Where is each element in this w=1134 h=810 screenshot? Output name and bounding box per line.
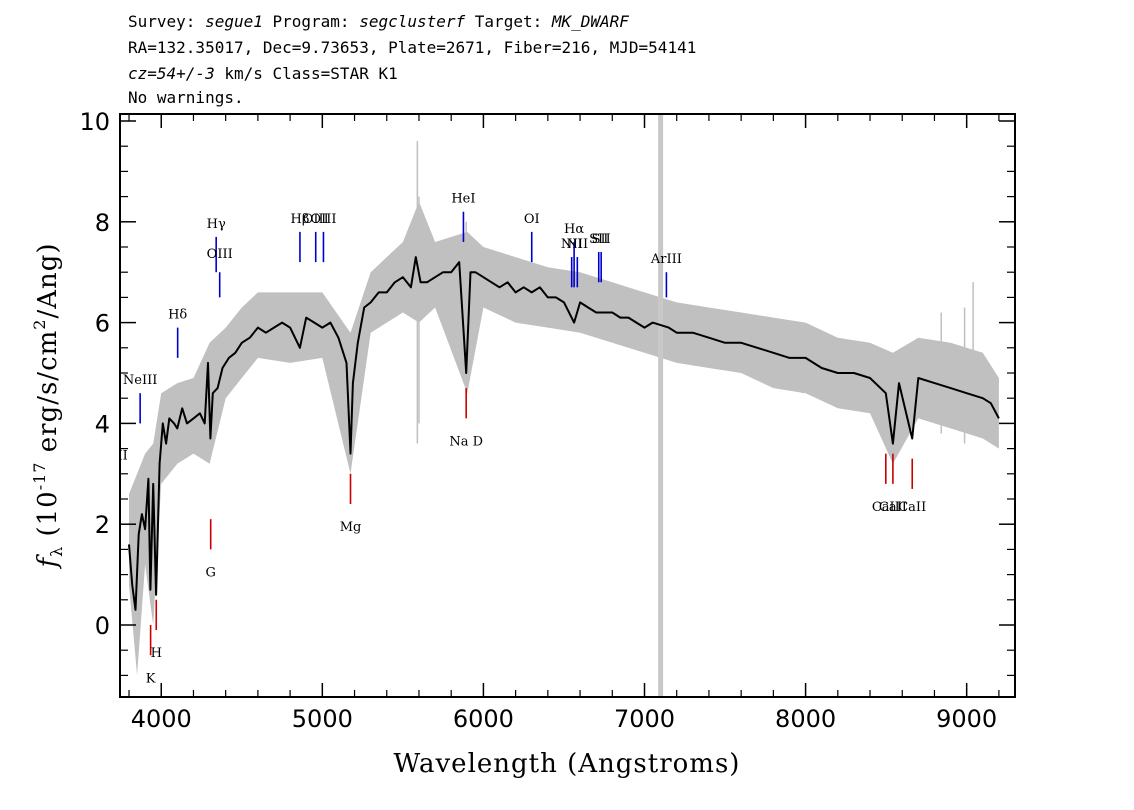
y-tick-label: 10: [79, 108, 110, 136]
emission-line-label: OIII: [207, 247, 233, 262]
x-tick-label: 9000: [936, 705, 997, 733]
emission-line-label: OIII: [303, 212, 329, 227]
emission-line-label: SII: [592, 232, 611, 247]
x-tick-label: 6000: [453, 705, 514, 733]
absorption-line-label: K: [146, 671, 156, 686]
emission-line-label: NeIII: [123, 373, 157, 388]
emission-line-label: OII: [107, 449, 128, 464]
absorption-line-label: G: [205, 566, 215, 581]
absorption-line-label: CaII: [872, 500, 900, 515]
header-line-2: RA=132.35017, Dec=9.73653, Plate=2671, F…: [128, 38, 696, 57]
plot-frame: [119, 113, 1016, 698]
y-tick-label: 6: [95, 310, 110, 338]
emission-line-label: OI: [524, 212, 540, 227]
y-tick-label: 8: [95, 209, 110, 237]
x-tick-label: 5000: [292, 705, 353, 733]
emission-line-label: SII: [589, 232, 608, 247]
emission-line-label: Hβ: [291, 212, 310, 227]
header-line-4: No warnings.: [128, 88, 244, 107]
spectrum-series: [128, 256, 1000, 611]
absorption-line-label: H: [151, 646, 162, 661]
emission-line-label: NII: [561, 237, 583, 252]
y-tick-label: 4: [95, 410, 110, 438]
emission-line-label: NII: [566, 237, 588, 252]
y-axis-title: fλ (10-17 erg/s/cm2/Ang): [30, 242, 66, 569]
header: Survey: segue1 Program: segclusterf Targ…: [128, 12, 696, 107]
error-band: [129, 141, 999, 676]
emission-line-label: OIII: [310, 212, 336, 227]
y-tick-label: 2: [95, 511, 110, 539]
axes: 4000 5000 6000 7000 8000 9000 0 2 4 6 8 10: [79, 108, 1016, 733]
emission-line-label: Hδ: [168, 308, 187, 323]
emission-line-label: HeI: [451, 192, 475, 207]
y-tick-label: 0: [95, 612, 110, 640]
absorption-line-label: Na D: [449, 434, 483, 449]
x-tick-label: 4000: [131, 705, 192, 733]
x-axis-title: Wavelength (Angstroms): [394, 749, 741, 779]
spectrum-line: [128, 256, 1000, 611]
x-tick-label: 7000: [614, 705, 675, 733]
emission-line-label: ArIII: [650, 252, 682, 267]
error-band-area: [129, 201, 999, 676]
emission-line-label: Hγ: [207, 217, 226, 232]
absorption-line-label: Mg: [340, 520, 362, 535]
absorption-line-label: CaII: [879, 500, 907, 515]
header-line-1: Survey: segue1 Program: segclusterf Targ…: [128, 12, 629, 31]
x-tick-label: 8000: [775, 705, 836, 733]
emission-line-label: Hα: [564, 222, 584, 237]
header-line-3: cz=54+/-3 km/s Class=STAR K1: [128, 64, 398, 83]
absorption-line-label: CaII: [898, 500, 926, 515]
